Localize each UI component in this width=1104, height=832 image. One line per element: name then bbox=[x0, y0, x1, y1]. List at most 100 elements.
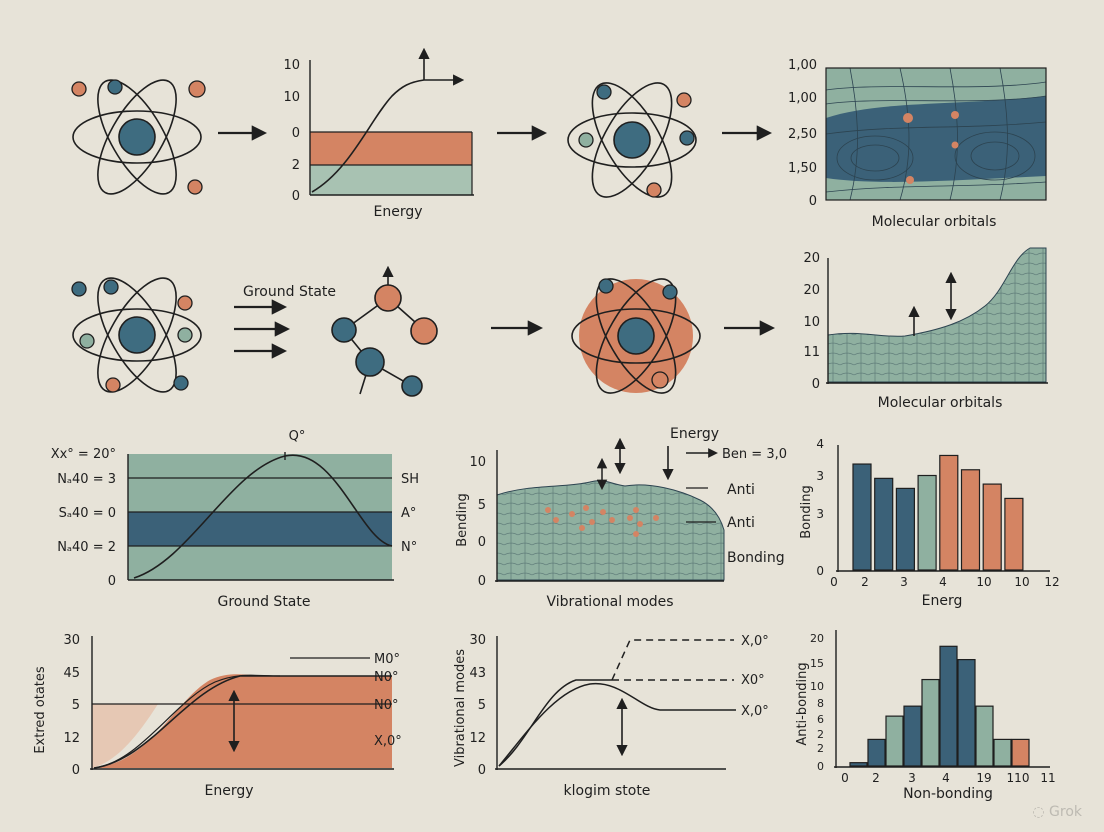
bar bbox=[903, 705, 922, 767]
tick-label: 0 bbox=[72, 763, 80, 778]
tick-label: 0 bbox=[478, 535, 486, 550]
level-label: N0° bbox=[374, 698, 399, 713]
tick-label: 5 bbox=[478, 498, 486, 513]
tick-label: 2 bbox=[817, 728, 824, 741]
legend-label: Bonding bbox=[727, 550, 785, 566]
tick-label: 10 bbox=[810, 680, 824, 693]
tick-label: 15 bbox=[810, 657, 824, 670]
bar bbox=[921, 678, 940, 767]
tick-label: 43 bbox=[469, 666, 486, 681]
tick-label: 0 bbox=[478, 763, 486, 778]
tick-label: 4 bbox=[939, 575, 947, 589]
tick-label: 2,50 bbox=[788, 127, 817, 142]
tick-label: 30 bbox=[469, 633, 486, 648]
bar bbox=[957, 658, 976, 767]
ground-state-chart: Q° Xx° = 20° Nₐ40 = 3 Sₐ40 = 0 Nₐ40 = 2 … bbox=[51, 429, 419, 610]
y-axis-label: Bonding bbox=[799, 485, 814, 538]
bar bbox=[885, 715, 904, 767]
x-axis-label: klogim stote bbox=[564, 783, 651, 799]
x-axis-label: Vibrational modes bbox=[546, 594, 673, 610]
x-axis-label: Energ bbox=[922, 593, 963, 609]
anti-bonding-histogram: 20 15 10 8 6 2 2 0 0 2 3 4 19 110 11 Ant… bbox=[795, 630, 1056, 802]
level-label: A° bbox=[401, 506, 416, 521]
tick-label: 20 bbox=[803, 251, 820, 266]
tick-label: 19 bbox=[976, 771, 991, 785]
bar bbox=[895, 487, 916, 571]
tick-label: 4 bbox=[816, 437, 824, 451]
energy-label: Energy bbox=[670, 426, 719, 442]
tick-label: 45 bbox=[63, 666, 80, 681]
energy-chart: 10 10 0 2 0 Energy bbox=[283, 47, 474, 220]
state-label: Nₐ40 = 2 bbox=[57, 540, 116, 555]
tick-label: 3 bbox=[816, 469, 824, 483]
atom-diagram-1 bbox=[71, 79, 206, 195]
orbital-map: 1,00 1,00 2,50 1,50 0 Molecular orbitals bbox=[788, 58, 1047, 230]
watermark-icon: ◌ bbox=[1032, 804, 1045, 820]
tick-label: 0 bbox=[830, 575, 838, 589]
bar bbox=[1004, 497, 1024, 571]
y-axis-label: Bending bbox=[455, 493, 470, 547]
mode-curve-chart: X,0° X0° X,0° 30 43 5 12 0 Vibrational m… bbox=[453, 633, 769, 799]
tick-label: 8 bbox=[817, 697, 824, 710]
tick-label: 2 bbox=[872, 771, 880, 785]
peak-label: Q° bbox=[289, 429, 306, 444]
tick-label: 20 bbox=[810, 632, 824, 645]
tick-label: 20 bbox=[803, 283, 820, 298]
tick-label: 10 bbox=[283, 58, 300, 73]
vibrational-chart: Energy Ben = 3,0 Anti Anti Bonding 10 5 … bbox=[455, 426, 787, 610]
bar bbox=[917, 474, 937, 571]
tick-label: 1,00 bbox=[788, 58, 817, 73]
y-axis-label: Vibrational modes bbox=[453, 649, 468, 767]
atom-diagram-3 bbox=[71, 277, 202, 393]
bar bbox=[849, 762, 868, 767]
bar bbox=[993, 738, 1012, 767]
tick-label: 3 bbox=[900, 575, 908, 589]
level-label: X,0° bbox=[741, 634, 769, 649]
tick-label: 10 bbox=[803, 315, 820, 330]
tick-label: 0 bbox=[812, 377, 820, 392]
tick-label: 0 bbox=[478, 574, 486, 589]
tick-label: 10 bbox=[976, 575, 991, 589]
level-label: X,0° bbox=[741, 704, 769, 719]
y-axis-label: Extred otates bbox=[33, 666, 48, 754]
bar bbox=[975, 705, 994, 767]
state-label: Sₐ40 = 0 bbox=[59, 506, 116, 521]
tick-label: 0 bbox=[809, 194, 817, 209]
bar bbox=[982, 483, 1002, 571]
bar bbox=[1011, 738, 1030, 767]
tick-label: 12 bbox=[63, 731, 80, 746]
tick-label: 2 bbox=[861, 575, 869, 589]
bar bbox=[867, 738, 886, 767]
map-label: Molecular orbitals bbox=[872, 214, 997, 230]
surface-label: Molecular orbitals bbox=[878, 395, 1003, 411]
tick-label: 11 bbox=[803, 345, 820, 360]
x-axis-label: Ground State bbox=[217, 594, 310, 610]
molecule-diagram bbox=[331, 265, 438, 397]
atom-diagram-4 bbox=[571, 278, 701, 394]
ground-state-label: Ground State bbox=[243, 284, 336, 300]
legend-label: Ben = 3,0 bbox=[722, 447, 787, 462]
x-axis-label: Energy bbox=[373, 204, 422, 220]
tick-label: 2 bbox=[817, 742, 824, 755]
tick-label: 0 bbox=[817, 760, 824, 773]
bar bbox=[960, 469, 981, 571]
tick-label: 0 bbox=[816, 564, 824, 578]
level-label: SH bbox=[401, 472, 419, 487]
tick-label: 1,50 bbox=[788, 161, 817, 176]
tick-label: 10 bbox=[1014, 575, 1029, 589]
tick-label: 0 bbox=[292, 189, 300, 204]
tick-label: 12 bbox=[469, 731, 486, 746]
tick-label: 3 bbox=[908, 771, 916, 785]
tick-label: 10 bbox=[283, 90, 300, 105]
state-label: Xx° = 20° bbox=[51, 447, 116, 462]
level-label: M0° bbox=[374, 652, 400, 667]
x-axis-label: Energy bbox=[204, 783, 253, 799]
tick-label: 2 bbox=[292, 158, 300, 173]
tick-label: 0 bbox=[841, 771, 849, 785]
legend-label: Anti bbox=[727, 515, 755, 531]
tick-label: 30 bbox=[63, 633, 80, 648]
excited-states-chart: M0° N0° N0° X,0° 30 45 5 12 0 Extred ota… bbox=[33, 633, 402, 799]
tick-label: 4 bbox=[942, 771, 950, 785]
level-label: N° bbox=[401, 540, 417, 555]
tick-label: 11 bbox=[1040, 771, 1055, 785]
